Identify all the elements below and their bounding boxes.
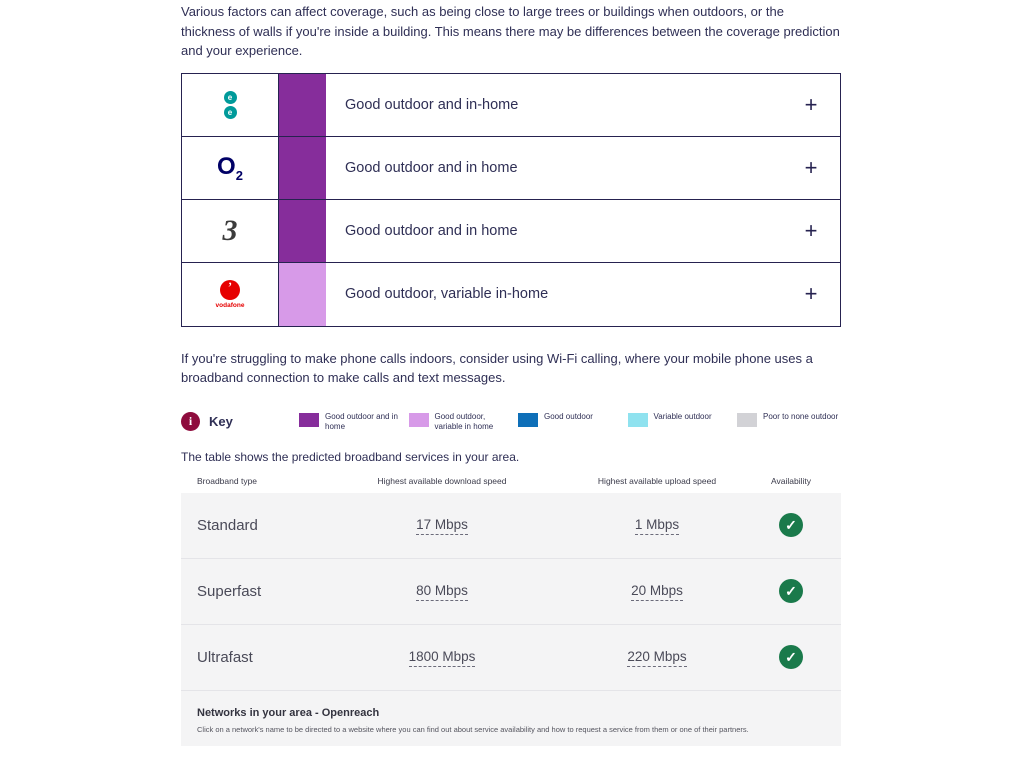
download-speed-value[interactable]: 80 Mbps: [416, 583, 468, 601]
expand-button[interactable]: +: [782, 137, 840, 199]
three-logo: 3: [222, 213, 238, 247]
table-cell: ✓: [757, 579, 825, 603]
networks-in-area-title: Networks in your area - Openreach: [197, 707, 825, 719]
coverage-status: Good outdoor, variable in-home: [345, 286, 549, 302]
header-broadband-type: Broadband type: [197, 475, 258, 486]
broadband-table: Standard 17 Mbps 1 Mbps ✓ Superfast 80 M…: [181, 492, 841, 746]
upload-speed-value[interactable]: 1 Mbps: [634, 517, 680, 535]
coverage-key: i Key Good outdoor and in home Good outd…: [181, 411, 841, 432]
openreach-link[interactable]: Openreach: [321, 706, 380, 719]
availability-check-icon: ✓: [779, 579, 803, 603]
ee-letter: e: [223, 105, 237, 119]
vodafone-wordmark: vodafone: [215, 301, 245, 309]
coverage-status: Good outdoor and in home: [345, 222, 518, 239]
coverage-status: Good outdoor and in-home: [345, 96, 519, 113]
key-item: Variable outdoor: [627, 411, 732, 432]
key-label: Key: [209, 413, 233, 429]
broadband-row-ultrafast: Ultrafast 1800 Mbps 220 Mbps ✓: [181, 625, 841, 691]
ee-letter: e: [223, 90, 237, 104]
broadband-type: Ultrafast: [197, 648, 253, 666]
ee-logo: e e: [223, 90, 237, 120]
o2-logo: O2: [217, 153, 243, 183]
key-swatch: [737, 412, 757, 427]
coverage-status: Good outdoor and in home: [345, 159, 518, 176]
logo-cell: 3: [182, 199, 279, 262]
table-cell: 1 Mbps: [557, 516, 757, 535]
coverage-row-vodafone[interactable]: ’ vodafone Good outdoor, variable in-hom…: [182, 262, 840, 326]
table-cell: 80 Mbps: [327, 582, 557, 601]
upload-speed-value[interactable]: 20 Mbps: [631, 583, 683, 601]
coverage-swatch: [279, 262, 326, 326]
expand-button[interactable]: +: [782, 74, 840, 136]
broadband-type: Standard: [197, 516, 258, 534]
key-item-label: Good outdoor: [544, 411, 593, 421]
key-item: Good outdoor and in home: [299, 412, 403, 432]
key-swatch: [408, 412, 429, 427]
logo-cell: O2: [182, 136, 279, 199]
broadband-row-standard: Standard 17 Mbps 1 Mbps ✓: [181, 493, 841, 559]
key-header: i Key: [181, 411, 299, 431]
key-swatch: [627, 412, 648, 427]
coverage-row-o2[interactable]: O2 Good outdoor and in home +: [182, 136, 840, 200]
key-item-label: Variable outdoor: [653, 411, 712, 421]
wifi-calling-note: If you're struggling to make phone calls…: [181, 350, 813, 386]
networks-footnote: Click on a network's name to be directed…: [197, 724, 749, 734]
logo-cell: ’ vodafone: [182, 262, 279, 326]
broadband-row-superfast: Superfast 80 Mbps 20 Mbps ✓: [181, 559, 841, 625]
info-icon: i: [181, 411, 200, 431]
table-cell: ✓: [757, 513, 825, 537]
header-availability: Availability: [770, 475, 811, 486]
key-item: Poor to none outdoor: [737, 412, 841, 432]
coverage-swatch: [279, 136, 326, 199]
o2-subscript: 2: [235, 167, 243, 183]
download-speed-value[interactable]: 17 Mbps: [416, 517, 468, 535]
broadband-table-footer: Networks in your area - Openreach Click …: [181, 691, 841, 738]
broadband-table-headers: Broadband type Highest available downloa…: [181, 476, 841, 493]
table-cell: 220 Mbps: [557, 648, 757, 667]
table-cell: 17 Mbps: [327, 516, 557, 535]
header-download-speed: Highest available download speed: [377, 475, 507, 486]
table-cell: ✓: [757, 645, 825, 669]
availability-check-icon: ✓: [779, 513, 803, 537]
key-items: Good outdoor and in home Good outdoor, v…: [299, 412, 841, 432]
broadband-intro-text: The table shows the predicted broadband …: [181, 449, 520, 464]
networks-in-area-prefix: Networks in your area -: [197, 706, 322, 719]
expand-button[interactable]: +: [782, 263, 840, 326]
coverage-swatch: [279, 199, 326, 262]
download-speed-value[interactable]: 1800 Mbps: [408, 649, 476, 667]
key-item: Good outdoor: [518, 412, 622, 432]
header-upload-speed: Highest available upload speed: [597, 475, 717, 486]
coverage-intro-text: Various factors can affect coverage, suc…: [181, 4, 840, 58]
mobile-coverage-table: e e Good outdoor and in-home + O2 Good o…: [181, 72, 841, 327]
coverage-row-ee[interactable]: e e Good outdoor and in-home +: [182, 73, 840, 137]
key-swatch: [299, 412, 319, 427]
logo-cell: e e: [182, 73, 279, 136]
vodafone-mark: ’: [227, 279, 233, 297]
key-swatch: [518, 412, 538, 427]
key-item-label: Good outdoor and in home: [325, 411, 398, 431]
upload-speed-value[interactable]: 220 Mbps: [627, 649, 687, 667]
key-item: Good outdoor, variable in home: [408, 411, 513, 432]
table-cell: 1800 Mbps: [327, 648, 557, 667]
key-item-label: Poor to none outdoor: [763, 411, 839, 421]
main-content: Various factors can affect coverage, suc…: [181, 0, 841, 746]
table-cell: 20 Mbps: [557, 582, 757, 601]
expand-button[interactable]: +: [782, 200, 840, 262]
availability-check-icon: ✓: [779, 645, 803, 669]
o2-letter: O: [217, 152, 236, 180]
vodafone-logo: ’ vodafone: [215, 279, 245, 309]
coverage-row-three[interactable]: 3 Good outdoor and in home +: [182, 199, 840, 263]
key-item-label: Good outdoor, variable in home: [434, 411, 494, 431]
broadband-type: Superfast: [197, 582, 262, 600]
coverage-swatch: [279, 73, 326, 136]
vodafone-mark-icon: ’: [220, 279, 240, 300]
